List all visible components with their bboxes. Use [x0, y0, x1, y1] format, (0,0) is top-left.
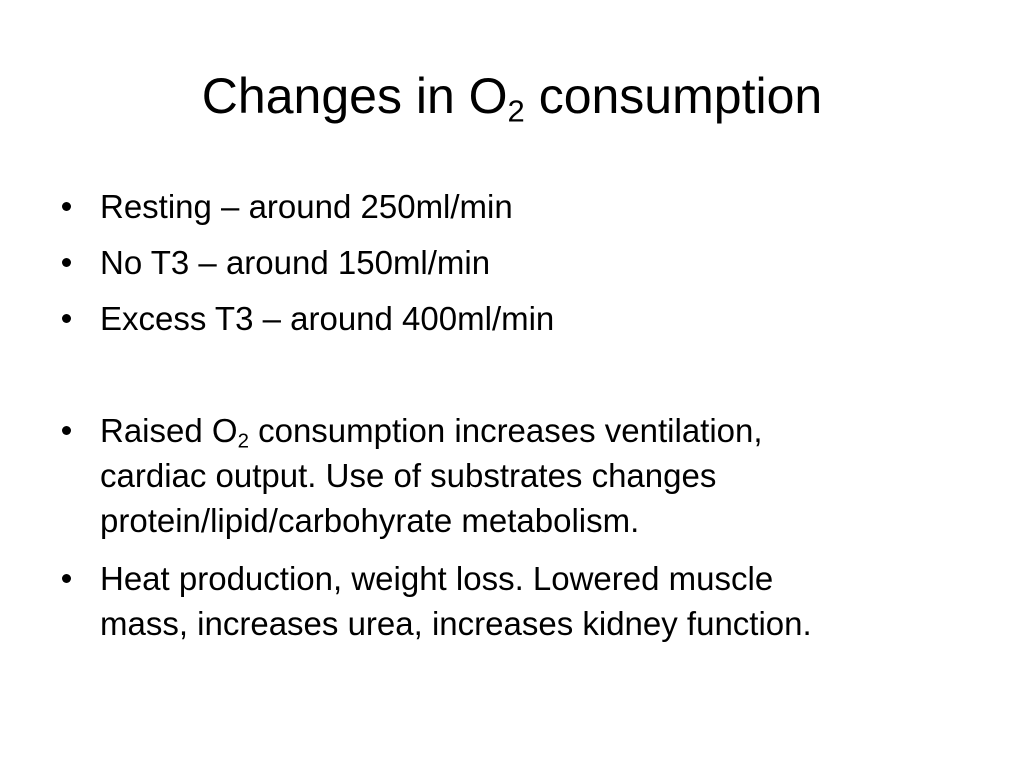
bullet-item-raised-o2: Raised O2 consumption increases ventilat…	[62, 408, 940, 543]
slide-title-subscript: 2	[507, 93, 525, 129]
slide-title: Changes in O2 consumption	[0, 64, 1024, 128]
bullet-item-excess-t3: Excess T3 – around 400ml/min	[62, 296, 940, 341]
bullet-item-resting: Resting – around 250ml/min	[62, 184, 940, 229]
slide-title-suffix: consumption	[524, 68, 823, 124]
bullet-line: Heat production, weight loss. Lowered mu…	[100, 560, 774, 597]
slide-title-prefix: Changes in O	[201, 68, 508, 124]
bullet-text: Excess T3 – around 400ml/min	[100, 300, 555, 337]
bullet-line: Raised O2 consumption increases ventilat…	[100, 408, 940, 453]
bullet-line: mass, increases urea, increases kidney f…	[100, 605, 812, 642]
bullet-text-prefix: Raised O	[100, 412, 238, 449]
bullet-line: cardiac output. Use of substrates change…	[100, 457, 717, 494]
bullet-text-subscript: 2	[237, 429, 249, 453]
bullet-item-heat-production: Heat production, weight loss. Lowered mu…	[62, 556, 940, 646]
bullet-text-rest: consumption increases ventilation,	[248, 412, 763, 449]
bullet-item-no-t3: No T3 – around 150ml/min	[62, 240, 940, 285]
bullet-line: protein/lipid/carbohyrate metabolism.	[100, 502, 640, 539]
bullet-text: No T3 – around 150ml/min	[100, 244, 491, 281]
bullet-text: Resting – around 250ml/min	[100, 188, 513, 225]
